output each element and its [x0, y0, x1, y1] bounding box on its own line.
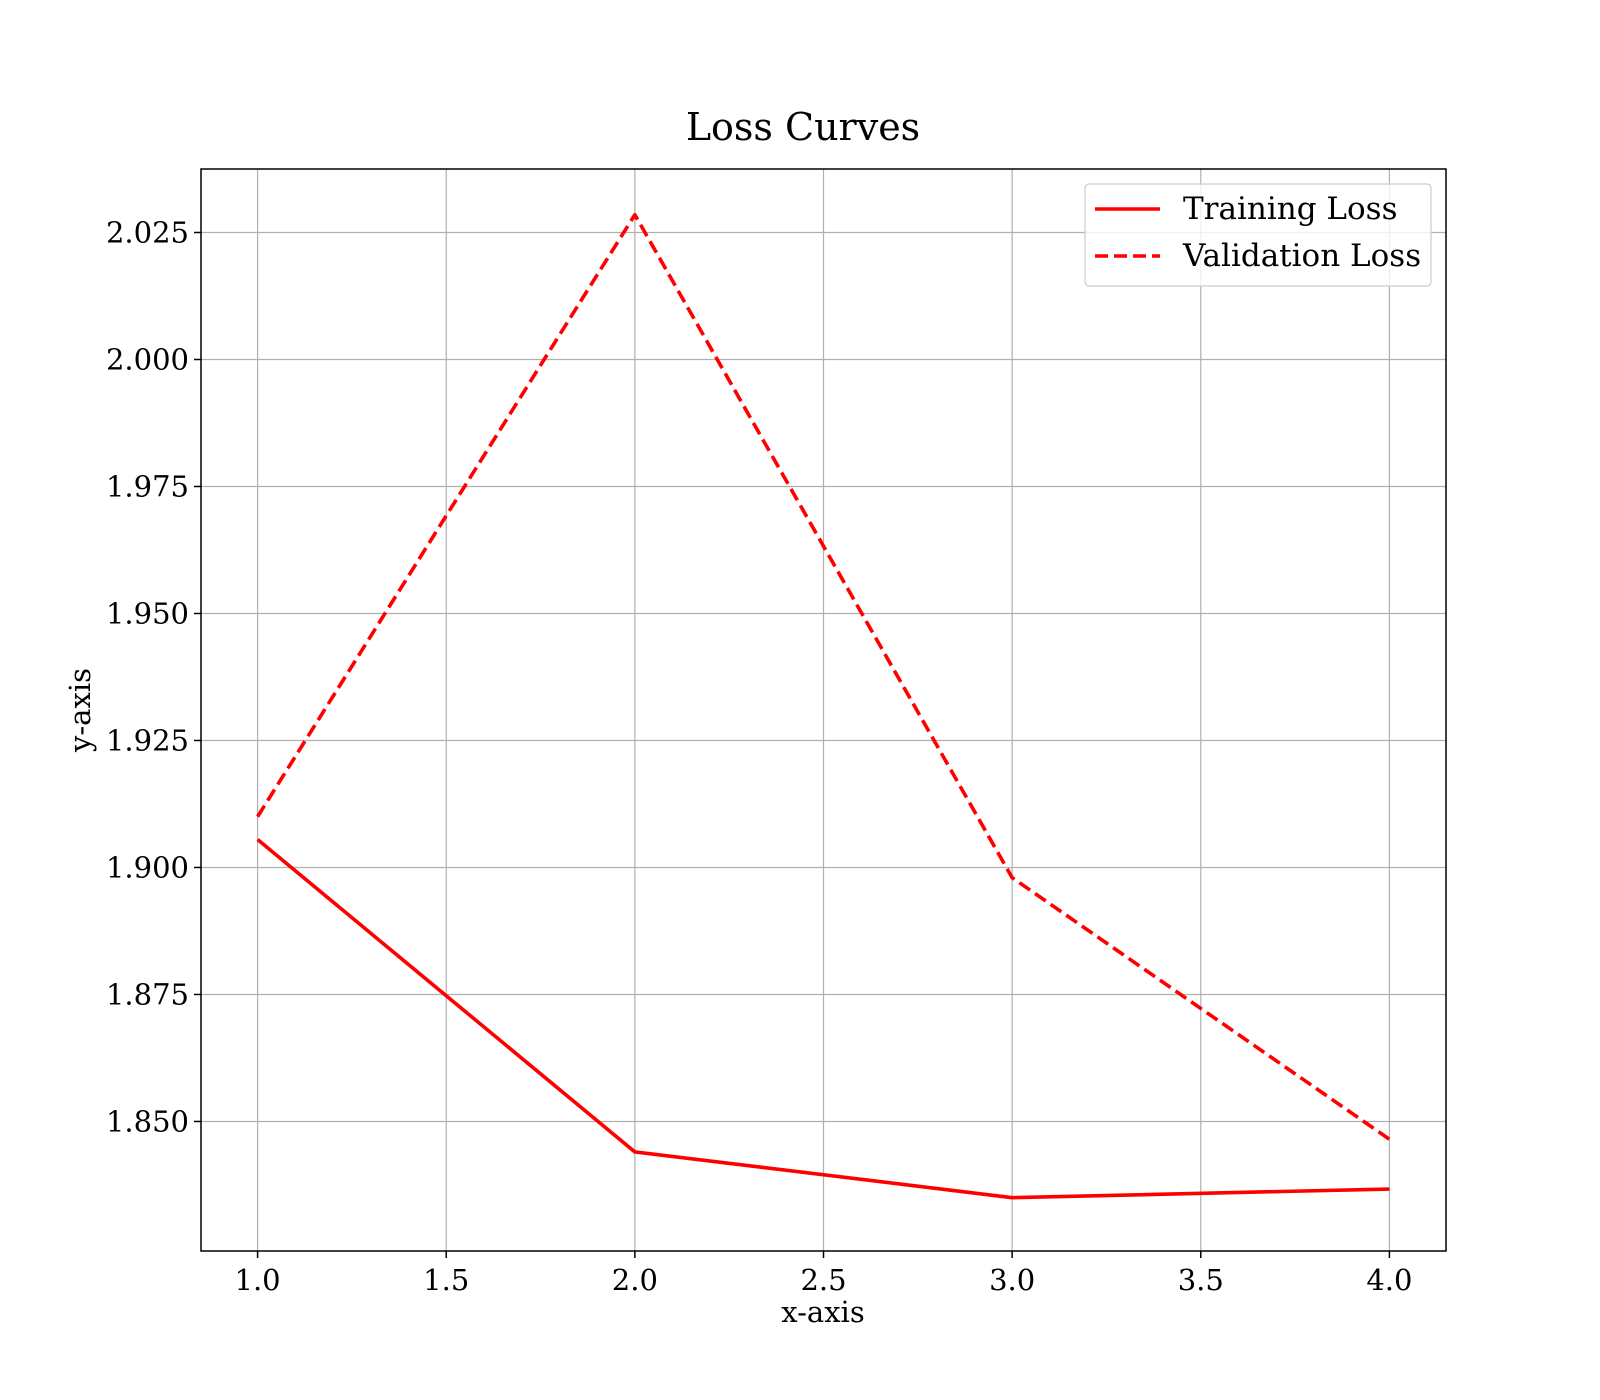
- x-tick-label: 2.0: [612, 1263, 658, 1297]
- x-tick-label: 1.5: [423, 1263, 469, 1297]
- legend-label-training-loss: Training Loss: [1183, 191, 1398, 227]
- legend-box: [1084, 183, 1432, 287]
- chart-title: Loss Curves: [686, 105, 920, 149]
- y-tick-label: 1.950: [106, 596, 189, 630]
- y-tick-label: 1.900: [106, 850, 189, 884]
- x-axis-ticks: 1.0 1.5 2.0 2.5 3.0 3.5 4.0: [235, 1251, 1412, 1297]
- y-axis-ticks: 1.850 1.875 1.900 1.925 1.950 1.975 2.000 2.025: [106, 215, 201, 1138]
- x-tick-label: 3.0: [989, 1263, 1035, 1297]
- y-tick-label: 1.925: [106, 723, 189, 757]
- series-layer: [256, 212, 1391, 1200]
- x-tick-label: 1.0: [235, 1263, 281, 1297]
- legend-label-validation-loss: Validation Loss: [1182, 238, 1421, 274]
- x-tick-label: 3.5: [1178, 1263, 1224, 1297]
- y-tick-label: 2.025: [106, 215, 189, 249]
- y-tick-label: 2.000: [106, 342, 189, 376]
- series-line-validation-loss: [256, 212, 1391, 1141]
- y-axis-label: y-axis: [63, 668, 97, 753]
- y-tick-label: 1.975: [106, 469, 189, 503]
- series-line-training-loss: [256, 838, 1390, 1200]
- x-axis-label: x-axis: [781, 1295, 864, 1329]
- y-tick-label: 1.875: [106, 977, 189, 1011]
- x-tick-label: 2.5: [800, 1263, 846, 1297]
- x-tick-label: 4.0: [1366, 1263, 1412, 1297]
- grid: [201, 169, 1446, 1251]
- legend: Training Loss Validation Loss: [1084, 183, 1432, 287]
- y-tick-label: 1.850: [106, 1104, 189, 1138]
